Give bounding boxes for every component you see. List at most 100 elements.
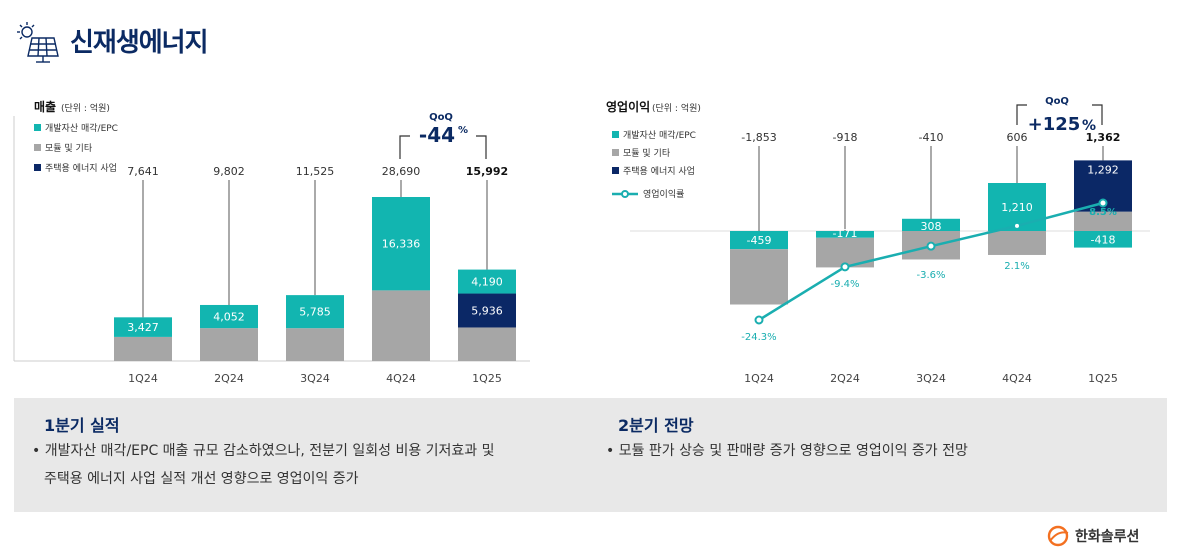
revenue-total-label: 15,992 (466, 165, 508, 178)
profit-total-label: -918 (833, 131, 858, 144)
revenue-category-label: 3Q24 (300, 372, 330, 385)
summary-left-heading: 1분기 실적 (44, 416, 120, 435)
profit-margin-point (926, 241, 936, 251)
profit-legend-swatch (612, 167, 619, 174)
revenue-total-label: 7,641 (127, 165, 159, 178)
revenue-unit: (단위 : 억원) (61, 102, 110, 114)
revenue-legend-swatch (34, 144, 41, 151)
profit-category-label: 2Q24 (830, 372, 860, 385)
hanwha-logo-icon (1047, 525, 1069, 547)
summary-right-heading: 2분기 전망 (618, 416, 694, 435)
revenue-bar-module (200, 328, 258, 361)
revenue-qoq-value: -44 (419, 123, 455, 147)
profit-legend-label: 모듈 및 기타 (623, 147, 671, 159)
profit-title: 영업이익 (606, 99, 650, 114)
profit-margin-label: -3.6% (916, 270, 945, 281)
revenue-bar-module (286, 328, 344, 361)
profit-category-label: 4Q24 (1002, 372, 1032, 385)
revenue-bar-residential (458, 293, 516, 328)
revenue-bar-epc (200, 304, 258, 329)
profit-bar-epc (816, 231, 874, 238)
profit-margin-point (840, 262, 850, 272)
profit-bar-epc (1074, 231, 1132, 248)
revenue-epc-label: 4,052 (213, 311, 245, 324)
revenue-bar-module (114, 336, 172, 361)
summary-left-bullet: • 개발자산 매각/EPC 매출 규모 감소하였으나, 전분기 일회성 비용 기… (32, 443, 495, 459)
profit-bar-module (730, 249, 788, 305)
profit-margin-label: 8.5% (1089, 207, 1117, 218)
revenue-legend-label: 모듈 및 기타 (45, 142, 93, 154)
profit-legend-label: 개발자산 매각/EPC (623, 129, 696, 141)
profit-bar-module (988, 231, 1046, 255)
revenue-bar-module (458, 327, 516, 361)
revenue-bar-module (372, 290, 430, 361)
revenue-epc-label: 16,336 (382, 238, 421, 251)
summary-right-bullet: • 모듈 판가 상승 및 판매량 증가 영향으로 영업이익 증가 전망 (606, 443, 968, 459)
summary-left-bullet-cont: 주택용 에너지 사업 실적 개선 영향으로 영업이익 증가 (44, 471, 359, 487)
profit-legend-swatch (612, 131, 619, 138)
profit-margin-label: -9.4% (830, 279, 859, 290)
revenue-category-label: 2Q24 (214, 372, 244, 385)
profit-legend-label: 영업이익률 (643, 188, 684, 200)
profit-residential-label: 1,292 (1087, 163, 1119, 176)
revenue-legend-swatch (34, 164, 41, 171)
revenue-legend-label: 주택용 에너지 사업 (45, 163, 117, 174)
profit-category-label: 1Q25 (1088, 372, 1118, 385)
profit-epc-label: -459 (747, 234, 772, 247)
revenue-legend-swatch (34, 124, 41, 131)
profit-bar-module (1074, 211, 1132, 231)
profit-epc-label: -418 (1091, 233, 1116, 246)
profit-margin-point (1015, 223, 1019, 228)
profit-qoq-bracket-left (1016, 104, 1027, 125)
revenue-bar-epc (286, 295, 344, 329)
logo-text: 한화솔루션 (1075, 529, 1140, 545)
profit-total-label: 1,362 (1086, 131, 1121, 144)
profit-qoq-bracket-right (1092, 104, 1103, 125)
profit-margin-label: -24.3% (741, 332, 776, 343)
revenue-bar-epc (114, 317, 172, 337)
solar-panel-icon (17, 22, 59, 63)
revenue-qoq-unit: % (458, 125, 468, 136)
revenue-qoq-bracket-right (476, 135, 487, 159)
profit-category-label: 3Q24 (916, 372, 946, 385)
revenue-total-label: 28,690 (382, 165, 421, 178)
revenue-total-label: 9,802 (213, 165, 245, 178)
profit-margin-point (1098, 198, 1108, 208)
revenue-total-label: 11,525 (296, 165, 335, 178)
revenue-epc-label: 5,785 (299, 306, 331, 319)
profit-qoq-value: +125 (1028, 114, 1081, 135)
profit-category-label: 1Q24 (744, 372, 774, 385)
revenue-qoq-label: QoQ (429, 112, 453, 123)
profit-total-label: -1,853 (741, 131, 776, 144)
profit-legend-marker (621, 190, 629, 198)
profit-margin-label: 2.1% (1004, 261, 1029, 272)
profit-unit: (단위 : 억원) (652, 102, 701, 114)
revenue-category-label: 1Q25 (472, 372, 502, 385)
revenue-category-label: 1Q24 (128, 372, 158, 385)
revenue-residential-label: 5,936 (471, 305, 503, 318)
profit-epc-label: 308 (921, 220, 942, 233)
profit-legend-label: 주택용 에너지 사업 (623, 166, 695, 177)
profit-epc-label: 1,210 (1001, 201, 1033, 214)
profit-total-label: -410 (919, 131, 944, 144)
profit-qoq-unit: % (1082, 118, 1096, 134)
revenue-legend-label: 개발자산 매각/EPC (45, 122, 118, 134)
revenue-epc-label: 3,427 (127, 321, 159, 334)
profit-epc-label: -171 (833, 227, 858, 240)
profit-bar-epc (902, 218, 960, 231)
profit-margin-point (754, 315, 764, 325)
profit-total-label: 606 (1007, 131, 1028, 144)
revenue-title: 매출 (34, 99, 56, 114)
profit-legend-swatch (612, 149, 619, 156)
company-logo: 한화솔루션 (1045, 522, 1165, 550)
revenue-bar-epc (458, 269, 516, 294)
profit-qoq-label: QoQ (1045, 96, 1069, 107)
profit-bar-epc (988, 183, 1046, 231)
summary-panel: 1분기 실적 • 개발자산 매각/EPC 매출 규모 감소하였으나, 전분기 일… (14, 398, 1167, 512)
revenue-qoq-bracket-left (399, 135, 410, 159)
revenue-epc-label: 4,190 (471, 276, 503, 289)
page-title: 신재생에너지 (70, 28, 209, 58)
revenue-bar-epc (372, 197, 430, 291)
profit-bar-epc (730, 231, 788, 250)
